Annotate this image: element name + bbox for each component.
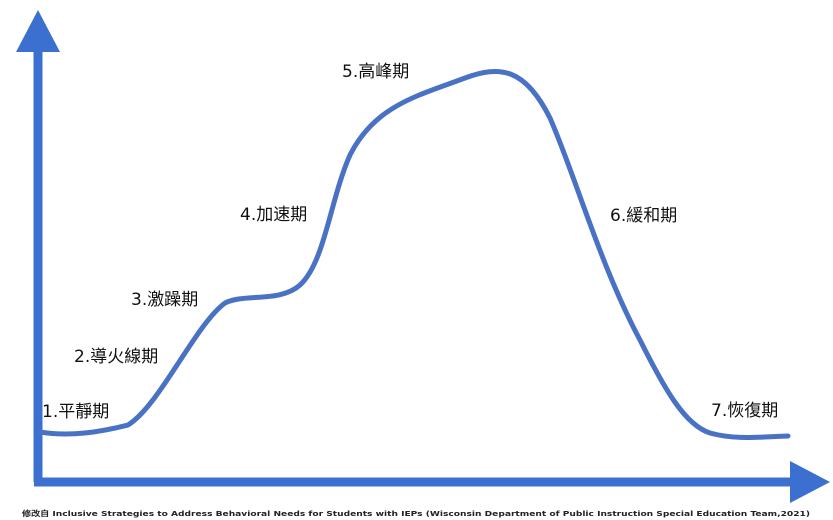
x-axis-arrow-icon <box>790 461 830 503</box>
y-axis-arrow-icon <box>16 10 60 52</box>
stage-label-acceleration: 4.加速期 <box>240 205 307 225</box>
stage-label-recovery: 7.恢復期 <box>711 401 778 421</box>
source-caption: 修改自 Inclusive Strategies to Address Beha… <box>21 509 810 518</box>
stage-label-deescalation: 6.緩和期 <box>610 206 677 226</box>
stage-label-calm: 1.平靜期 <box>42 402 109 422</box>
stage-label-agitation: 3.激躁期 <box>131 290 198 310</box>
stage-label-trigger: 2.導火線期 <box>74 347 158 367</box>
escalation-curve <box>37 69 791 440</box>
stage-label-peak: 5.高峰期 <box>342 62 409 82</box>
axes <box>16 10 830 503</box>
